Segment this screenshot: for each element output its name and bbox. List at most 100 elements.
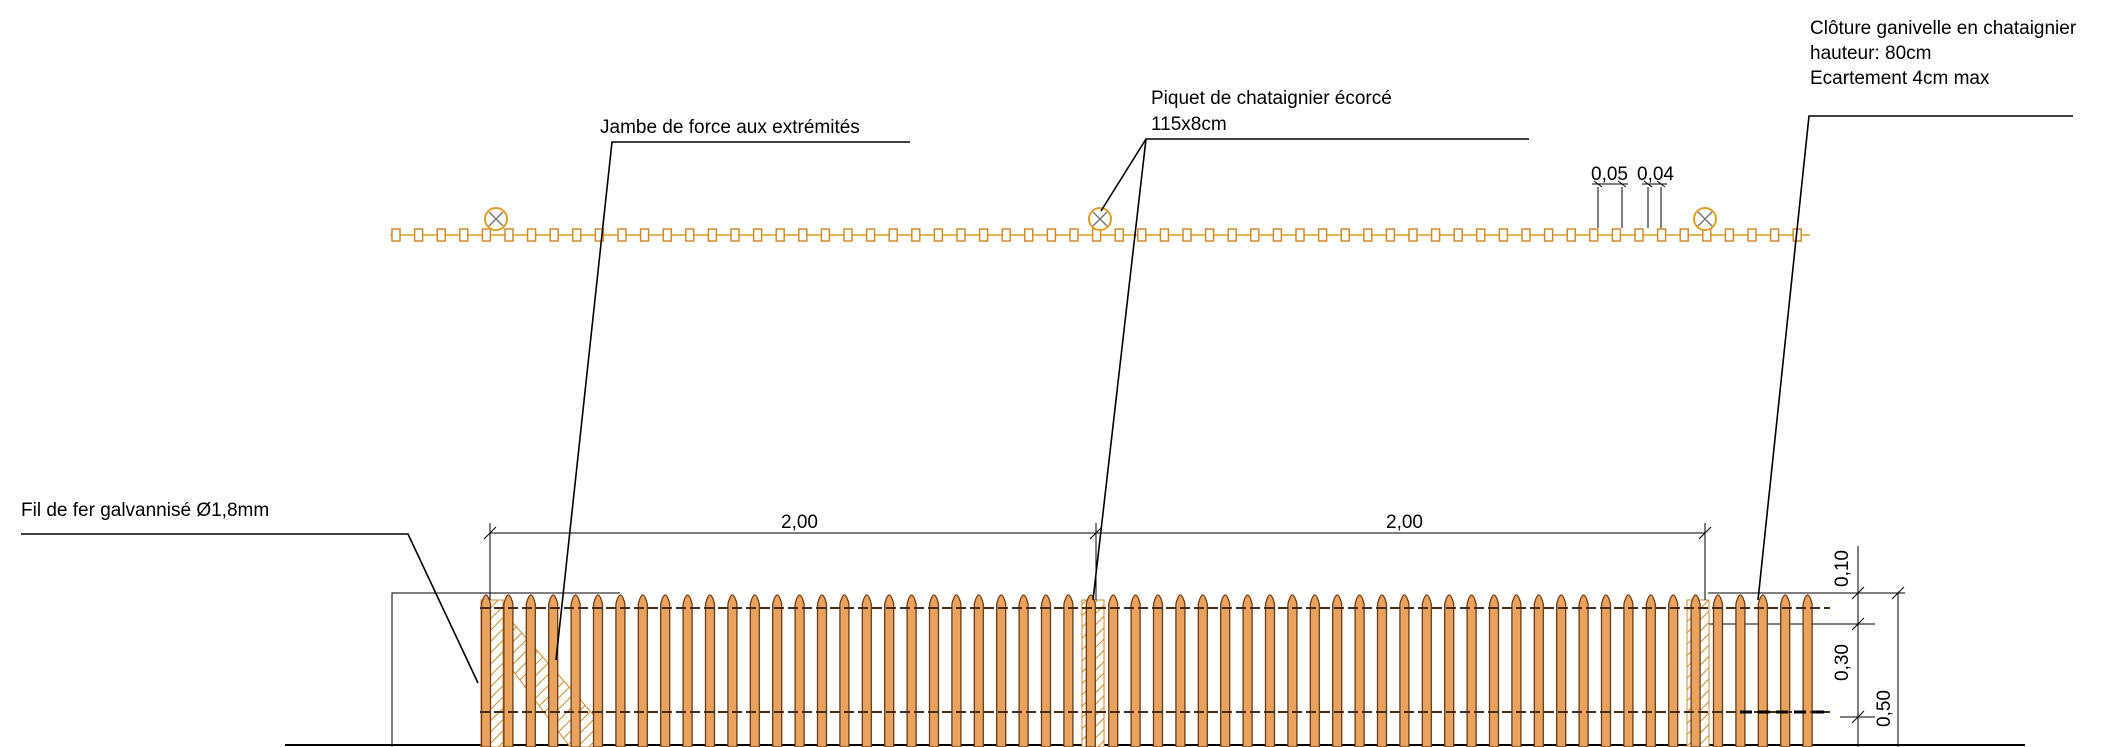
picket: [1623, 594, 1634, 747]
slat-width-dimension: 0,05: [1591, 164, 1628, 185]
span-dimensions: 2,00 2,00: [483, 512, 1712, 600]
picket: [951, 594, 962, 747]
plan-slat: [685, 228, 695, 242]
picket: [660, 594, 671, 747]
plan-slat: [436, 228, 446, 242]
plan-slat: [1656, 228, 1667, 242]
picket: [1040, 594, 1052, 747]
span-left-dimension: 2,00: [781, 512, 818, 533]
fence-title-label: Clôture ganivelle en chataignier: [1810, 18, 2077, 39]
plan-slat: [1634, 228, 1644, 242]
plan-slat: [798, 228, 808, 242]
plan-slat: [617, 228, 627, 242]
plan-slat: [1498, 228, 1509, 242]
picket: [1466, 594, 1477, 747]
picket: [1645, 594, 1656, 747]
picket: [1712, 594, 1724, 747]
plan-slat: [1476, 228, 1486, 242]
picket: [1152, 594, 1164, 747]
plan-slat: [1227, 228, 1237, 242]
plan-slat: [526, 228, 537, 242]
picket: [1556, 594, 1567, 747]
picket: [1332, 594, 1343, 747]
picket: [973, 594, 984, 747]
post-size-label: 115x8cm: [1151, 114, 1227, 135]
picket: [525, 594, 536, 747]
plan-slat: [820, 228, 831, 242]
plan-slat: [1747, 228, 1757, 242]
plan-slat: [662, 228, 672, 242]
span-right-dimension: 2,00: [1386, 512, 1423, 533]
picket: [749, 594, 760, 747]
plan-slat: [391, 228, 401, 242]
plan-post: [484, 207, 508, 231]
picket: [1757, 594, 1768, 747]
plan-slat: [775, 228, 785, 242]
picket: [1220, 594, 1231, 747]
fence-spacing-label: Ecartement 4cm max: [1810, 68, 1990, 89]
plan-slat: [1046, 228, 1057, 242]
picket: [839, 594, 850, 747]
picket: [1802, 594, 1813, 747]
plan-slat: [933, 228, 944, 242]
picket: [906, 594, 917, 747]
picket: [1600, 594, 1612, 747]
plan-slat: [752, 228, 763, 242]
plan-slat: [1001, 228, 1011, 242]
height-dimensions: 0,10 0,30 0,50: [1832, 546, 1905, 747]
picket: [1197, 594, 1208, 747]
picket: [1287, 594, 1298, 747]
plan-slat: [1182, 228, 1192, 242]
plan-slat: [865, 228, 876, 242]
picket: [772, 594, 783, 747]
picket: [570, 594, 581, 747]
plan-posts: [484, 207, 1717, 231]
left-outline: [391, 592, 620, 747]
picket: [1309, 594, 1320, 747]
plan-slat: [911, 228, 921, 242]
plan-slat: [1363, 228, 1373, 242]
picket: [861, 594, 872, 747]
wire-label: Fil de fer galvannisé Ø1,8mm: [21, 500, 269, 521]
plan-slat: [1317, 228, 1328, 242]
plan-slat: [639, 228, 650, 242]
plan-slat: [1453, 228, 1463, 242]
picket: [1444, 594, 1455, 747]
picket: [480, 594, 492, 747]
plan-slat: [1137, 228, 1147, 242]
plan-dimensions: 0,05 0,04: [1591, 164, 1674, 228]
annotation-fence: Clôture ganivelle en chataignier hauteur…: [1757, 18, 2077, 601]
picket: [1085, 594, 1096, 747]
mid-height-dimension: 0,30: [1832, 644, 1853, 681]
plan-post: [1088, 207, 1112, 231]
plan-slat: [730, 228, 740, 242]
plan-post: [1693, 207, 1717, 231]
picket: [1108, 594, 1119, 747]
pickets: [480, 594, 1813, 747]
plan-slat: [549, 228, 559, 242]
picket: [1175, 594, 1186, 747]
brace-label: Jambe de force aux extrémités: [600, 117, 860, 138]
annotation-wire: Fil de fer galvannisé Ø1,8mm: [21, 500, 479, 684]
plan-slat: [504, 228, 514, 242]
fence-height-label: hauteur: 80cm: [1810, 43, 1931, 64]
plan-slat: [1272, 228, 1283, 242]
elevation-view: [285, 592, 2025, 747]
picket: [637, 594, 648, 747]
picket: [1063, 594, 1074, 747]
plan-slat: [1521, 228, 1531, 242]
picket: [1018, 594, 1029, 747]
annotation-post: Piquet de chataignier écorcé 115x8cm: [1092, 88, 1529, 601]
plan-slat: [956, 228, 966, 242]
plan-slat: [1589, 228, 1599, 242]
picket: [928, 594, 940, 747]
plan-slat: [1611, 228, 1622, 242]
plan-slat: [1430, 228, 1441, 242]
picket: [794, 594, 805, 747]
plan-slat: [707, 228, 718, 242]
picket: [1421, 594, 1432, 747]
picket: [592, 594, 604, 747]
total-height-dimension: 0,50: [1874, 690, 1895, 727]
plan-slat: [1250, 228, 1260, 242]
picket: [884, 594, 895, 747]
